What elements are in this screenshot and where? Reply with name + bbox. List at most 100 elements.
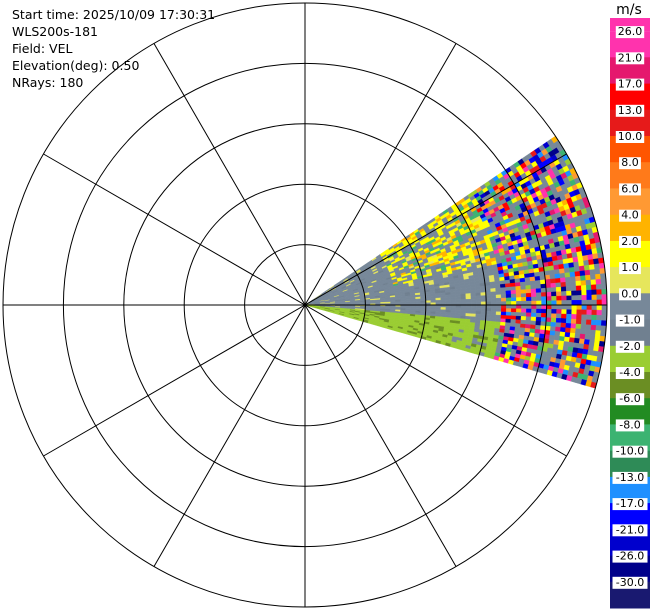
sector-cell [485, 307, 492, 312]
sector-cell [556, 313, 562, 319]
sector-cell [601, 294, 608, 301]
sector-cell [465, 307, 472, 312]
sector-cell [501, 304, 507, 309]
sector-cell [569, 332, 576, 339]
sector-cell [520, 289, 527, 294]
sector-cell [506, 301, 512, 306]
sector-cell [465, 296, 472, 300]
sector-cell [430, 300, 436, 304]
sector-cell [591, 289, 598, 296]
sector-cell [586, 314, 592, 321]
sector-cell [540, 321, 547, 327]
nrays: NRays: 180 [12, 75, 84, 90]
colorbar-label-bg [612, 498, 648, 511]
colorbar-label-bg [619, 157, 641, 170]
sector-cell [585, 284, 592, 291]
sector-cell [495, 301, 502, 306]
scan-info: Start time: 2025/10/09 17:30:31 WLS200s-… [12, 6, 215, 91]
sector-cell [480, 288, 487, 293]
colorbar-swatch [610, 136, 650, 163]
sector-cell [480, 292, 487, 297]
sector-cell [445, 309, 452, 313]
sector-cell [530, 292, 537, 298]
sector-cell [534, 271, 541, 278]
colorbar-swatches [610, 18, 650, 609]
sector-cell [575, 275, 582, 282]
colorbar-label: -17.0 [616, 497, 644, 510]
sector-cell [460, 290, 466, 295]
sector-cell [550, 321, 557, 328]
colorbar-swatch [610, 450, 650, 478]
sector-cell [578, 265, 586, 272]
sector-cell [470, 310, 477, 315]
sector-cell [510, 308, 517, 313]
sector-cell [546, 308, 552, 314]
sector-cell [558, 268, 566, 274]
sector-cell [571, 290, 577, 296]
colorbar-label: 0.0 [621, 287, 639, 300]
sector-cell [580, 319, 587, 325]
sector-cell [566, 304, 573, 310]
colorbar-label: 4.0 [621, 209, 639, 222]
sector-cell [581, 304, 588, 311]
sector-cell [496, 297, 502, 302]
sector-cell [550, 287, 557, 293]
sector-cell [551, 295, 557, 301]
sector-cell [595, 325, 602, 332]
sector-cell [440, 297, 447, 301]
sector-cell [571, 304, 577, 310]
sector-cell [505, 297, 512, 302]
sector-cell [530, 324, 536, 330]
colorbar-swatch [610, 503, 650, 530]
sector-cell [445, 294, 452, 298]
sector-cell [520, 285, 527, 291]
sector-cell [568, 337, 576, 344]
colorbar-label-bg [615, 419, 645, 432]
sector-cell [526, 296, 532, 302]
sector-cell [585, 324, 592, 331]
sector-cell [516, 304, 522, 310]
sector-cell [475, 307, 482, 312]
sector-cell [435, 307, 442, 310]
sector-cell [525, 316, 532, 322]
sector-cell [556, 295, 562, 301]
sector-cell [425, 300, 431, 304]
sector-cell [505, 286, 512, 292]
sector-cell [545, 317, 552, 323]
colorbar-cap [610, 18, 650, 32]
sector-cell [495, 314, 502, 319]
sector-cell [535, 320, 542, 326]
sector-cell [440, 299, 447, 303]
sector-cell [574, 271, 581, 277]
sector-cell [569, 271, 576, 278]
sector-cell [485, 291, 492, 296]
colorbar-swatch [610, 57, 650, 84]
velocity-sector [304, 135, 608, 389]
sector-cell [405, 301, 411, 304]
sector-cell [570, 276, 577, 282]
sector-cell [600, 283, 607, 290]
sector-cell [490, 308, 497, 312]
sector-cell [585, 329, 592, 336]
sector-cell [592, 253, 599, 260]
sector-cell [460, 293, 467, 298]
sector-cell [588, 264, 596, 271]
sector-cell [581, 299, 588, 306]
sector-cell [495, 291, 502, 296]
sector-cell [581, 289, 587, 296]
colorbar-swatch [610, 109, 650, 137]
azimuth-spokes [3, 3, 607, 607]
sector-cell [515, 319, 522, 325]
sector-cell [593, 345, 600, 352]
sector-cell [566, 309, 572, 315]
sector-cell [516, 297, 522, 302]
sector-cell [565, 281, 572, 287]
sector-cell [595, 284, 602, 290]
sector-cell [570, 281, 577, 287]
sector-cell [500, 287, 507, 292]
sector-cell [535, 280, 541, 286]
sector-cell [470, 295, 477, 300]
sector-cell [430, 295, 436, 299]
sector-cell [496, 308, 502, 313]
colorbar-label-bg [615, 104, 645, 117]
